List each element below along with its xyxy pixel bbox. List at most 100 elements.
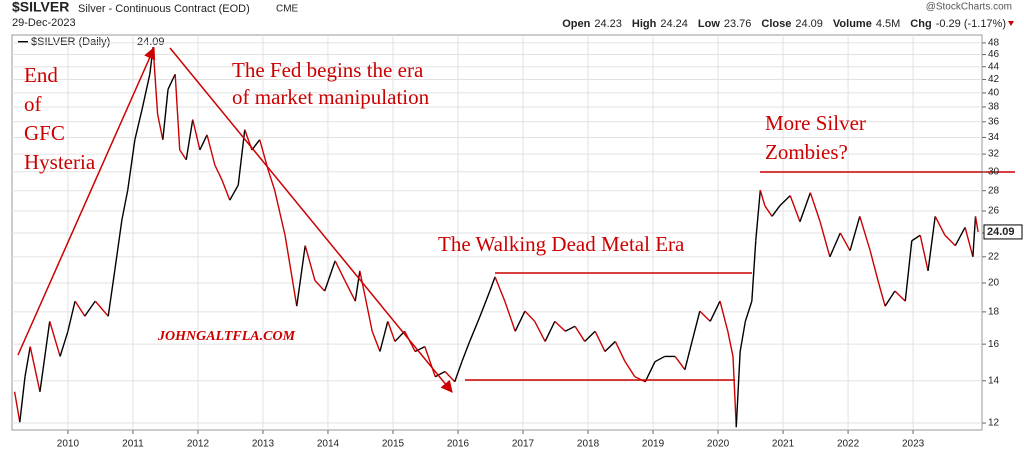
quote-label: Open [562, 18, 590, 30]
price-segment [39, 321, 51, 392]
annotation: Zombies? [765, 140, 848, 164]
x-tick-label: 2022 [837, 439, 860, 450]
price-segment [869, 250, 879, 281]
price-segment [114, 219, 123, 271]
x-tick-label: 2015 [382, 439, 405, 450]
quote-value: -0.29 (-1.17%) [936, 18, 1006, 30]
x-tick-label: 2013 [252, 439, 275, 450]
price-segment [192, 119, 201, 151]
price-segment [739, 321, 747, 352]
x-tick-label: 2011 [122, 439, 144, 450]
y-tick-label: 34 [988, 132, 1000, 143]
price-segment [29, 346, 41, 392]
price-segment [911, 234, 921, 242]
price-segment [789, 195, 801, 223]
quote-label: Chg [910, 18, 931, 30]
x-tick-label: 2016 [447, 439, 470, 450]
price-segment [387, 321, 396, 342]
legend-label: $SILVER (Daily) [31, 36, 110, 48]
y-tick-label: 28 [988, 185, 1000, 196]
y-tick-label: 42 [988, 74, 1000, 85]
price-segment [972, 216, 977, 257]
price-segment [927, 216, 936, 271]
price-segment [524, 310, 536, 322]
price-segment [162, 89, 169, 140]
y-tick-label: 14 [988, 375, 1000, 386]
y-tick-label: 22 [988, 251, 1000, 262]
quote-bar: Open 24.23 High 24.24 Low 23.76 Close 24.09 Volu… [562, 18, 1006, 30]
price-segment [206, 134, 216, 166]
last-price-box [983, 224, 1023, 240]
price-segment [49, 321, 61, 357]
price-segment [84, 300, 96, 317]
price-segment [214, 164, 223, 181]
price-segment [324, 260, 336, 292]
price-segment [284, 235, 298, 307]
price-segment [859, 216, 871, 251]
price-segment [469, 315, 481, 342]
price-segment [19, 376, 26, 423]
annotation: The Fed begins the era [232, 58, 424, 82]
price-segment [424, 346, 436, 377]
price-segment [764, 205, 773, 217]
quote-value: 24.24 [660, 18, 688, 30]
y-tick-label: 30 [988, 166, 1000, 177]
price-segment [514, 310, 526, 332]
price-segment [251, 139, 261, 151]
quote-value: 24.09 [795, 18, 823, 30]
price-segment [919, 235, 929, 272]
price-segment [884, 290, 896, 307]
price-segment [564, 325, 576, 332]
price-segment [654, 355, 666, 363]
y-tick-label: 36 [988, 116, 1000, 127]
price-segment [534, 320, 546, 342]
price-segment [24, 346, 31, 377]
symbol: $SILVER [12, 0, 69, 15]
trend-arrow-down [169, 47, 453, 393]
price-segment [839, 232, 851, 252]
price-segment [819, 221, 831, 258]
y-tick-label: 32 [988, 149, 1000, 160]
price-segment [699, 310, 711, 322]
price-segment [364, 295, 373, 332]
price-segment [719, 300, 729, 332]
quote-value: 24.23 [594, 18, 622, 30]
price-segment [759, 190, 766, 206]
price-segment [344, 280, 356, 302]
price-segment [296, 245, 306, 307]
price-segment [314, 280, 326, 292]
price-segment [894, 290, 906, 302]
price-segment [674, 356, 686, 371]
x-tick-label: 2010 [57, 439, 80, 450]
price-segment [167, 73, 176, 90]
quote-value: 4.5M [876, 18, 900, 30]
quote-label: Volume [833, 18, 872, 30]
price-segment [829, 232, 841, 258]
price-segment [479, 290, 491, 317]
price-segment [849, 216, 861, 251]
instrument-name: Silver - Continuous Contract (EOD) [78, 3, 250, 15]
price-segment [809, 192, 821, 222]
price-segment [174, 74, 181, 150]
x-tick-label: 2021 [772, 439, 795, 450]
price-segment [489, 276, 496, 292]
price-segment [414, 345, 426, 353]
price-segment [709, 300, 721, 322]
price-segment [444, 371, 456, 383]
trend-arrow-up [17, 46, 156, 356]
y-tick-label: 18 [988, 307, 1000, 318]
annotation: End [24, 63, 58, 87]
price-segment [691, 310, 701, 342]
price-segment [744, 300, 753, 322]
legend-value: 24.09 [137, 36, 165, 48]
price-segment [94, 300, 109, 317]
price-segment [179, 149, 187, 161]
price-segment [954, 226, 966, 246]
price-segment [199, 134, 208, 151]
y-tick-label: 12 [988, 418, 1000, 429]
price-segment [273, 190, 286, 236]
price-segment [454, 361, 463, 382]
price-segment [141, 73, 151, 110]
price-segment [267, 169, 276, 191]
price-segment [127, 139, 136, 191]
